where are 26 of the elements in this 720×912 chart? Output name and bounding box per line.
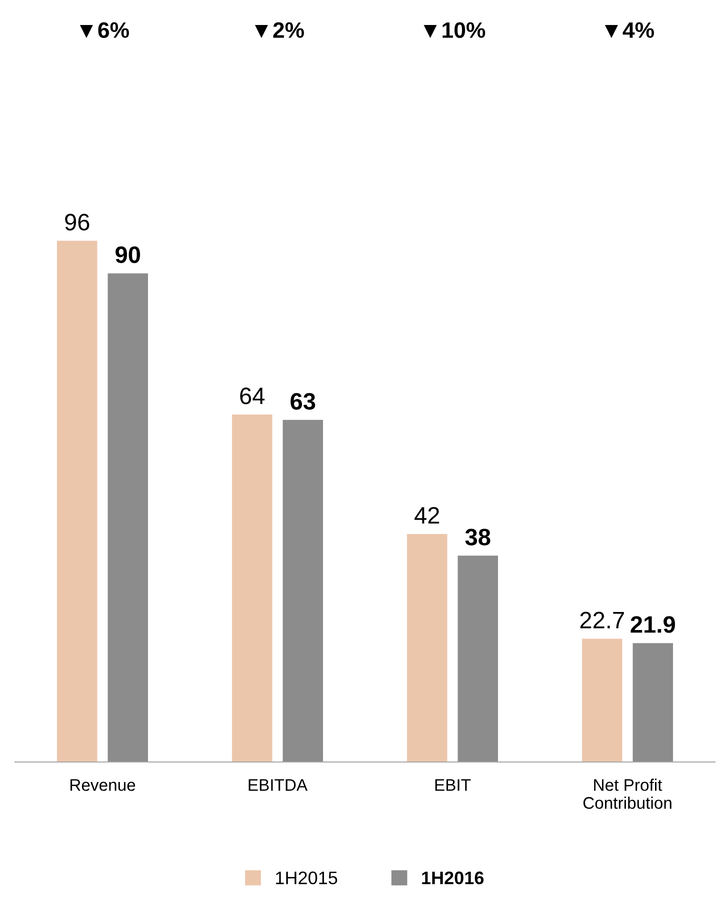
text: ▼4% (604, 22, 654, 38)
text: ▼2% (254, 22, 304, 38)
data-label: 90 (116, 246, 140, 264)
bar (632, 643, 673, 762)
bar (57, 240, 98, 762)
x-tick-label: EBIT (435, 779, 471, 791)
x-tick-label: Revenue (70, 779, 136, 791)
data-label: 21.9 (630, 616, 675, 633)
data-label: 96 (65, 214, 90, 231)
bar (582, 638, 622, 762)
legend-label: 1H2016 (422, 872, 484, 884)
data-label: 64 (240, 388, 265, 404)
text: ▼6% (80, 22, 129, 38)
x-tick-label: Net Profit Contribution (583, 778, 672, 809)
bar (232, 414, 272, 762)
bar (282, 420, 323, 762)
text: ▼10% (424, 22, 486, 38)
x-tick-label: EBITDA (248, 779, 308, 791)
bar (407, 534, 448, 762)
data-label: 42 (414, 507, 440, 524)
legend-label: 1H2015 (276, 872, 338, 884)
bar (108, 273, 148, 762)
data-label: 38 (465, 528, 490, 546)
bar (458, 556, 498, 762)
data-label: 22.7 (580, 612, 624, 628)
data-label: 63 (290, 392, 316, 410)
